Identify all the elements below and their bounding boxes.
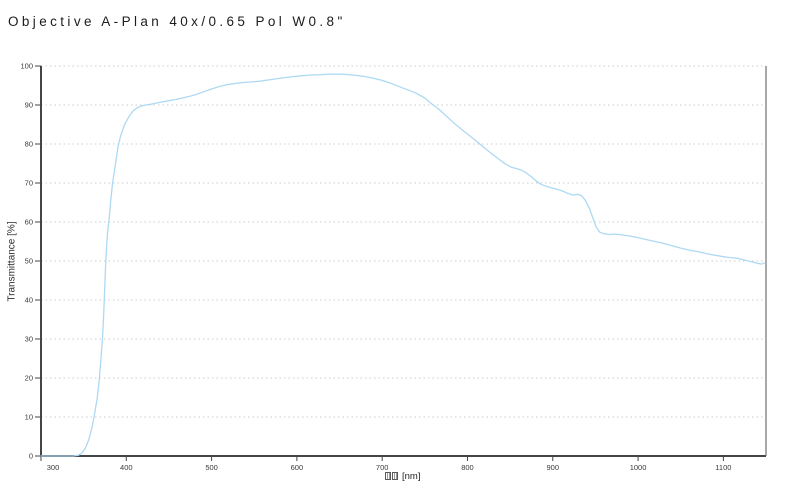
transmittance-curve [40,73,765,457]
missing-glyph-box-icon [392,472,398,480]
y-tick-label-80: 80 [25,140,33,149]
x-tick-label-800: 800 [461,463,474,472]
y-tick-label-60: 60 [25,218,33,227]
missing-glyph-box-icon [385,472,391,480]
y-tick-label-30: 30 [25,335,33,344]
x-tick-label-1000: 1000 [630,463,647,472]
y-tick-label-70: 70 [25,179,33,188]
y-tick-label-100: 100 [20,62,33,71]
y-tick-label-10: 10 [25,413,33,422]
x-tick-label-500: 500 [205,463,218,472]
x-tick-label-400: 400 [120,463,133,472]
x-tick-label-600: 600 [291,463,304,472]
x-tick-label-900: 900 [547,463,560,472]
y-tick-label-90: 90 [25,101,33,110]
x-tick-label-300: 300 [47,463,60,472]
x-tick-label-700: 700 [376,463,389,472]
x-tick-label-1100: 1100 [715,463,731,472]
chart-title: Objective A-Plan 40x/0.65 Pol W0.8" [8,14,346,29]
y-tick-label-20: 20 [25,374,33,383]
x-axis-unit-label: [nm] [402,470,421,482]
y-tick-label-40: 40 [25,296,33,305]
y-tick-label-0: 0 [29,452,33,461]
y-tick-label-50: 50 [25,257,33,266]
x-axis-title: [nm] [385,470,420,482]
